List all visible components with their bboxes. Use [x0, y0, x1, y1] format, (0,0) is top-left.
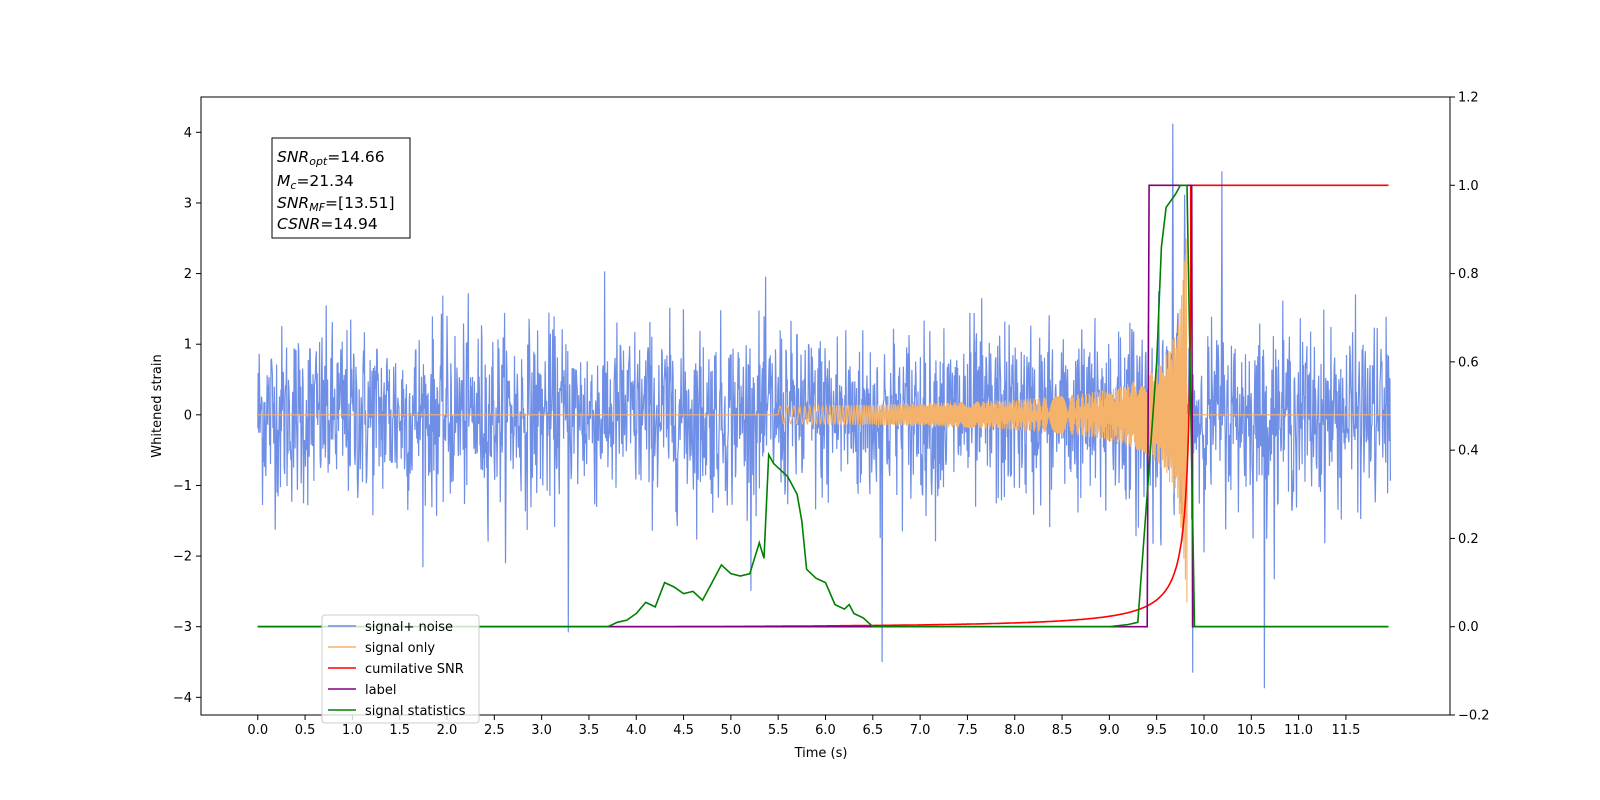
snr-mf-text: SNRMF=[13.51] [277, 194, 395, 214]
y-tick-label: −2 [173, 550, 192, 565]
x-tick-label: 10.0 [1190, 723, 1219, 738]
x-tick-label: 1.0 [342, 723, 363, 738]
x-tick-label: 11.0 [1284, 723, 1313, 738]
x-tick-label: 8.5 [1052, 723, 1073, 738]
chirp-mass-text: Mc=21.34 [277, 172, 354, 192]
x-tick-label: 9.0 [1099, 723, 1120, 738]
y2-tick-label: 1.2 [1458, 91, 1479, 106]
x-tick-label: 7.5 [957, 723, 978, 738]
y-tick-label: 0 [184, 408, 192, 423]
series-signal-only [257, 238, 1391, 603]
csnr-text: CSNR=14.94 [277, 215, 378, 233]
y-axis-left: 4 3 2 1 0 −1 −2 −3 −4 [173, 126, 201, 706]
y2-tick-label: 0.2 [1458, 532, 1479, 547]
metrics-annotation-box [271, 137, 411, 239]
x-tick-label: 6.0 [815, 723, 836, 738]
x-tick-label: 9.5 [1146, 723, 1167, 738]
y-axis-right: 1.2 1.0 0.8 0.6 0.4 0.2 0.0 −0.2 [1450, 91, 1490, 724]
x-tick-label: 8.0 [1004, 723, 1025, 738]
x-tick-label: 7.0 [910, 723, 931, 738]
x-tick-label: 4.5 [673, 723, 694, 738]
y-tick-label: −4 [173, 691, 192, 706]
y2-tick-label: 0.4 [1458, 444, 1479, 459]
snr-opt-text: SNRopt=14.66 [277, 148, 385, 168]
x-tick-label: 5.0 [721, 723, 742, 738]
series-signal-statistics [257, 184, 1389, 628]
y2-tick-label: 0.0 [1458, 620, 1479, 635]
x-tick-label: 3.0 [531, 723, 552, 738]
x-tick-label: 2.0 [437, 723, 458, 738]
series-layer [257, 123, 1391, 689]
legend-label-cumulative-snr: cumilative SNR [365, 662, 464, 677]
x-tick-label: 6.5 [862, 723, 883, 738]
y-tick-label: 2 [184, 267, 192, 282]
x-tick-label: 2.5 [484, 723, 505, 738]
legend-box [321, 614, 480, 724]
y-tick-label: −3 [173, 620, 192, 635]
x-axis-label: Time (s) [794, 746, 848, 761]
x-tick-label: 5.5 [768, 723, 789, 738]
y-tick-label: 3 [184, 196, 192, 211]
y-tick-label: 4 [184, 126, 192, 141]
legend-label-noise: signal+ noise [365, 620, 453, 635]
x-tick-label: 4.0 [626, 723, 647, 738]
x-tick-label: 1.5 [389, 723, 410, 738]
y2-tick-label: 1.0 [1458, 179, 1479, 194]
y-tick-label: −1 [173, 479, 192, 494]
y2-tick-label: −0.2 [1458, 709, 1490, 724]
x-tick-label: 11.5 [1331, 723, 1360, 738]
series-signal-noise [257, 123, 1391, 689]
x-tick-label: 10.5 [1237, 723, 1266, 738]
metrics-annotation: SNRopt=14.66 Mc=21.34 SNRMF=[13.51] CSNR… [271, 137, 411, 239]
y2-tick-label: 0.6 [1458, 355, 1479, 370]
y-tick-label: 1 [184, 338, 192, 353]
legend-label-statistics: signal statistics [365, 704, 466, 719]
x-tick-label: 0.5 [295, 723, 316, 738]
y2-tick-label: 0.8 [1458, 267, 1479, 282]
legend: signal+ noise signal only cumilative SNR… [321, 614, 480, 724]
x-tick-label: 0.0 [247, 723, 268, 738]
x-tick-label: 3.5 [579, 723, 600, 738]
legend-label-signal: signal only [365, 641, 435, 656]
legend-label-label: label [365, 683, 396, 698]
x-axis: 0.0 0.5 1.0 1.5 2.0 2.5 3.0 3.5 4.0 4.5 5.0 5.5 6.0 6… [247, 715, 1360, 738]
y-axis-label: Whitened strain [150, 354, 165, 457]
